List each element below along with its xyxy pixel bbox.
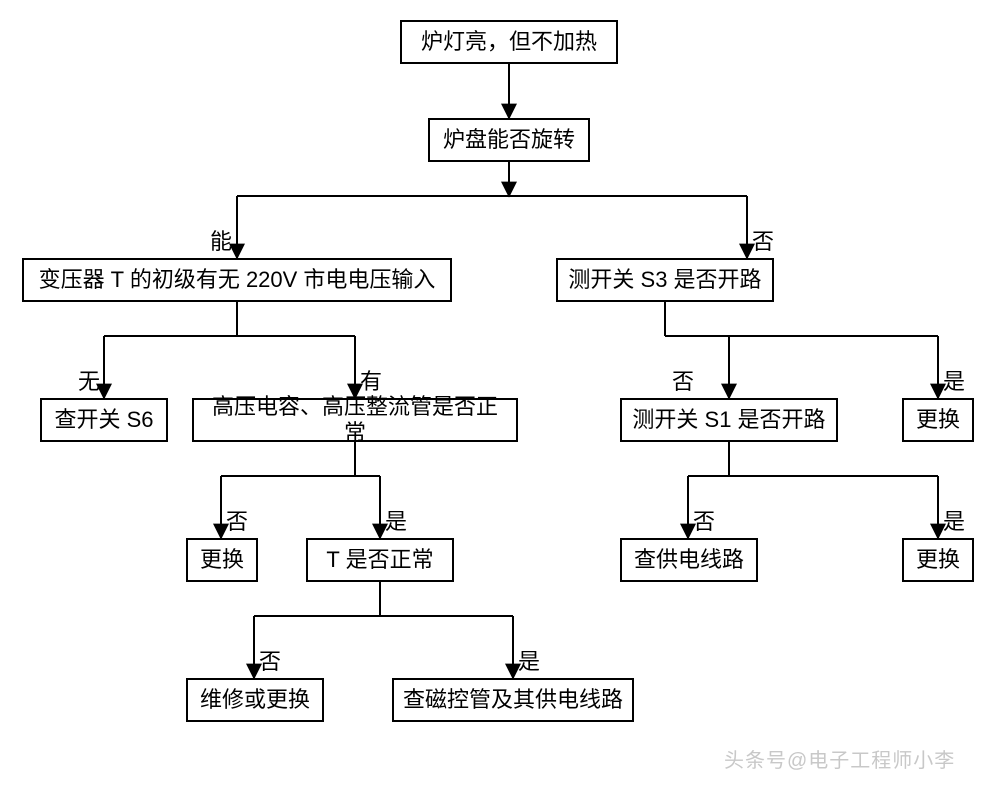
- flowchart-node: 维修或更换: [186, 678, 324, 722]
- flowchart-edge-label: 无: [78, 364, 100, 396]
- flowchart-node: 查供电线路: [620, 538, 758, 582]
- flowchart-node: 测开关 S3 是否开路: [556, 258, 774, 302]
- flowchart-edge-label: 有: [360, 364, 382, 396]
- flowchart-node: 更换: [902, 538, 974, 582]
- flowchart-node: 炉灯亮，但不加热: [400, 20, 618, 64]
- flowchart-node: 查开关 S6: [40, 398, 168, 442]
- flowchart-edge-label: 能: [210, 224, 232, 256]
- flowchart-node: 查磁控管及其供电线路: [392, 678, 634, 722]
- flowchart-edge-label: 是: [943, 504, 965, 536]
- flowchart-node: 变压器 T 的初级有无 220V 市电电压输入: [22, 258, 452, 302]
- flowchart-node: 高压电容、高压整流管是否正常: [192, 398, 518, 442]
- flowchart-edge-label: 是: [385, 504, 407, 536]
- watermark-text: 头条号@电子工程师小李: [724, 744, 955, 773]
- flowchart-edge-label: 否: [752, 224, 774, 256]
- flowchart-edge-label: 是: [518, 644, 540, 676]
- flowchart-edge-label: 是: [943, 364, 965, 396]
- flowchart-node: 更换: [902, 398, 974, 442]
- flowchart-node: 更换: [186, 538, 258, 582]
- flowchart-node: 炉盘能否旋转: [428, 118, 590, 162]
- flowchart-node: T 是否正常: [306, 538, 454, 582]
- flowchart-edge-label: 否: [226, 504, 248, 536]
- flowchart-edge-label: 否: [672, 364, 694, 396]
- flowchart-edge-label: 否: [693, 504, 715, 536]
- flowchart-node: 测开关 S1 是否开路: [620, 398, 838, 442]
- flowchart-edge-label: 否: [259, 644, 281, 676]
